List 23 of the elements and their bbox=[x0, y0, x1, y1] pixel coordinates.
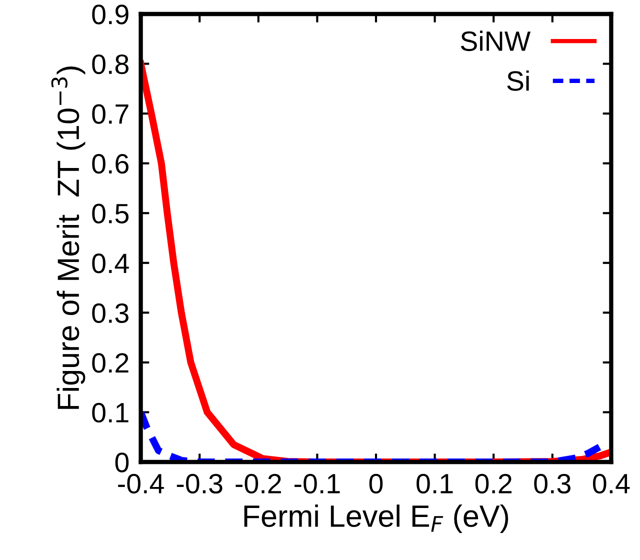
y-tick-label: 0.7 bbox=[92, 104, 128, 124]
y-tick-label: 0.8 bbox=[92, 54, 128, 74]
x-axis-title: Fermi Level E$_{F}$ (eV) bbox=[244, 504, 508, 534]
y-tick-label: 0.1 bbox=[92, 402, 128, 423]
y-tick-label: 0.4 bbox=[92, 254, 129, 274]
y-tick-label: 0.2 bbox=[92, 353, 128, 373]
legend-label: Si bbox=[507, 70, 529, 91]
x-tick-label: -0.1 bbox=[294, 474, 340, 494]
x-tick-label: 0.2 bbox=[475, 474, 512, 494]
y-tick-label: 0.9 bbox=[92, 4, 128, 24]
x-tick-label: 0.1 bbox=[416, 474, 453, 494]
y-tick-label: 0.5 bbox=[92, 204, 129, 224]
x-tick-label: 0.4 bbox=[592, 474, 630, 494]
x-tick-label: -0.2 bbox=[236, 474, 281, 494]
y-tick-label: 0 bbox=[115, 452, 129, 472]
y-tick-label: 0.6 bbox=[92, 154, 128, 174]
y-tick-label: 0.3 bbox=[92, 303, 128, 324]
legend-label: SiNW bbox=[460, 30, 531, 52]
y-axis-title: Figure of Merit ZT (10$^{−3}$) bbox=[51, 66, 86, 409]
x-tick-label: -0.3 bbox=[176, 474, 222, 494]
x-tick-label: -0.4 bbox=[118, 474, 164, 494]
x-tick-label: 0 bbox=[369, 474, 383, 494]
x-tick-label: 0.3 bbox=[534, 474, 570, 494]
